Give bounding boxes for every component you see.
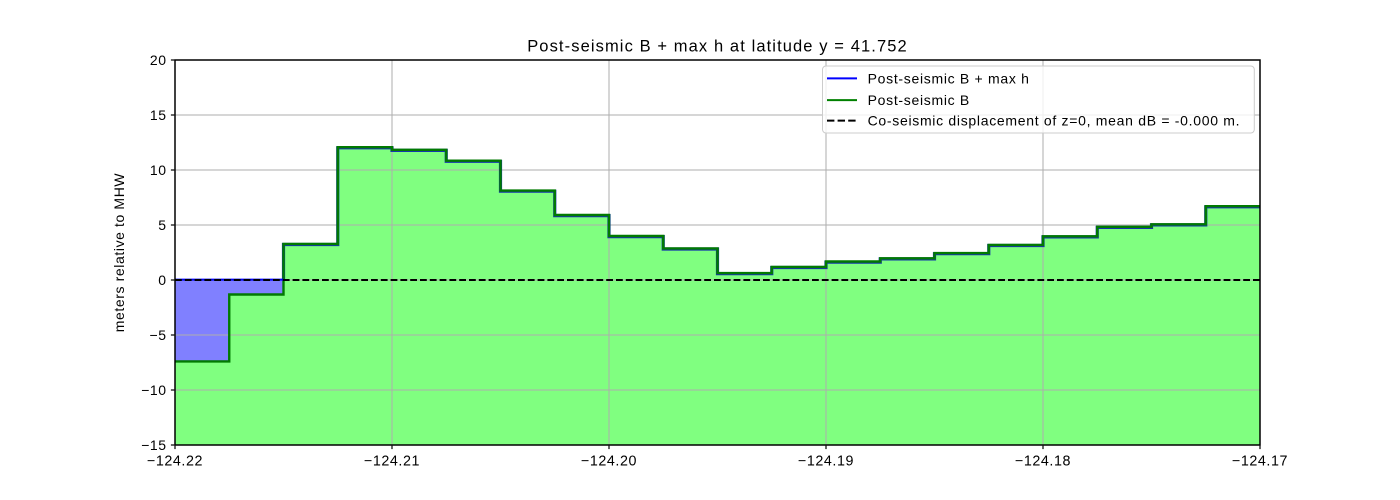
svg-text:10: 10 [150,162,167,178]
svg-text:−124.18: −124.18 [1015,453,1071,469]
svg-text:15: 15 [150,107,167,123]
svg-text:−124.22: −124.22 [147,453,203,469]
svg-text:−5: −5 [150,327,167,343]
svg-text:5: 5 [158,217,166,233]
svg-text:Post-seismic B: Post-seismic B [868,92,970,108]
svg-text:−124.19: −124.19 [798,453,854,469]
svg-text:Co-seismic displacement of z=0: Co-seismic displacement of z=0, mean dB … [868,112,1241,128]
svg-text:−124.21: −124.21 [364,453,420,469]
svg-text:meters relative to MHW: meters relative to MHW [111,173,127,333]
svg-text:−124.20: −124.20 [581,453,637,469]
svg-text:20: 20 [150,52,167,68]
svg-text:0: 0 [158,272,166,288]
svg-text:Post-seismic B + max h: Post-seismic B + max h [868,70,1030,86]
svg-text:−10: −10 [141,382,166,398]
svg-text:−124.17: −124.17 [1232,453,1288,469]
svg-text:Post-seismic B + max h at lati: Post-seismic B + max h at latitude y = 4… [527,38,908,56]
svg-text:−15: −15 [141,437,166,453]
